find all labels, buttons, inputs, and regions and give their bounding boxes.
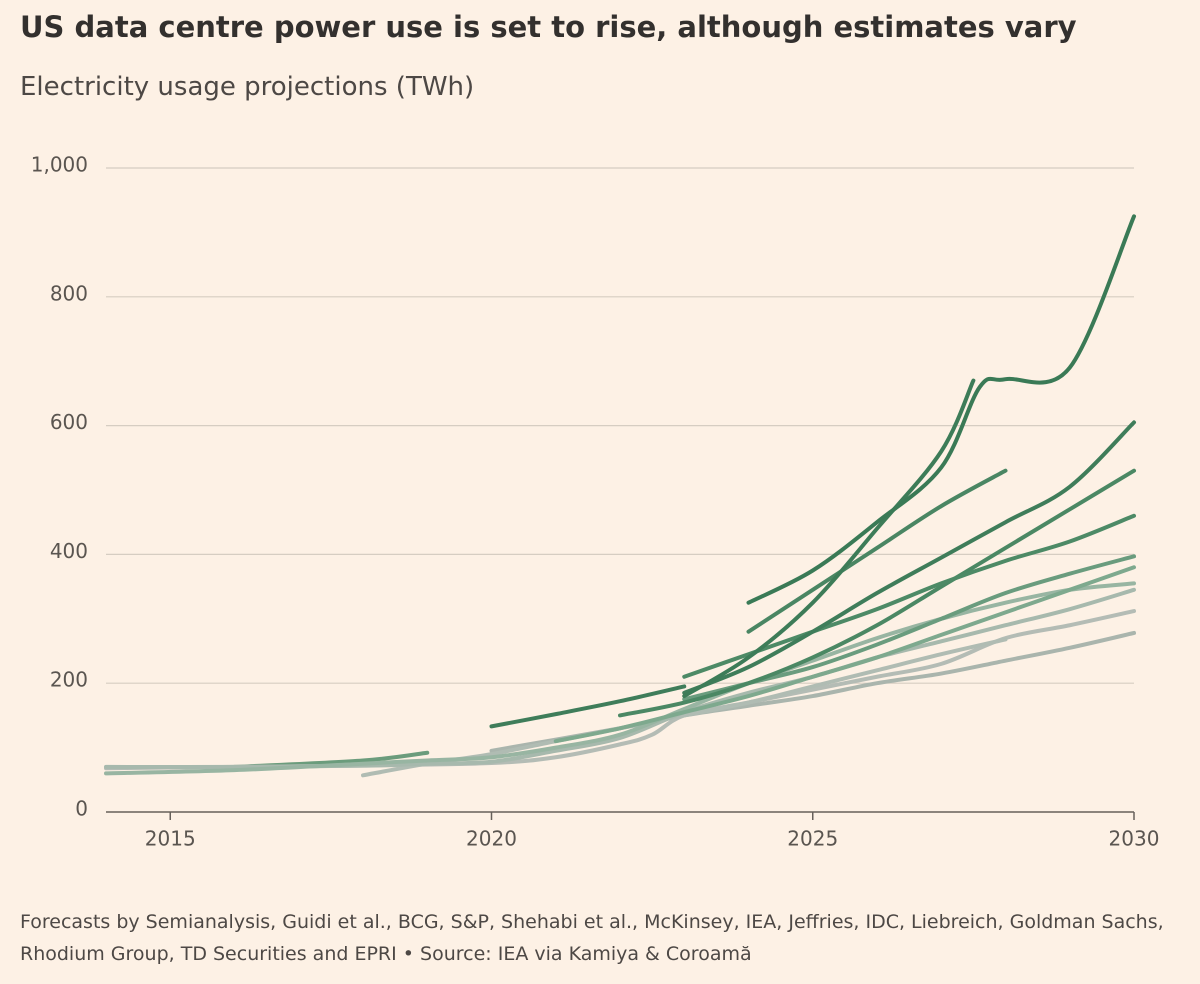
series-line — [104, 609, 1136, 771]
y-tick-label: 400 — [50, 539, 88, 563]
series-line — [746, 468, 1008, 634]
footnote: Forecasts by Semianalysis, Guidi et al.,… — [20, 911, 1164, 965]
chart-subtitle: Electricity usage projections (TWh) — [20, 72, 475, 102]
series-line — [682, 420, 1136, 695]
series-line — [489, 684, 687, 729]
series-line — [682, 378, 976, 699]
y-tick-label: 1,000 — [31, 153, 88, 177]
series-line — [553, 565, 1136, 744]
x-tick-label: 2015 — [145, 827, 196, 851]
series-line — [104, 587, 1136, 770]
y-tick-label: 600 — [50, 410, 88, 434]
x-tick-label: 2025 — [787, 827, 838, 851]
series-line — [746, 214, 1136, 605]
x-tick-label: 2020 — [466, 827, 517, 851]
series-line — [618, 468, 1136, 718]
y-tick-label: 800 — [50, 281, 88, 305]
x-tick-label: 2030 — [1109, 827, 1160, 851]
chart-title: US data centre power use is set to rise,… — [20, 10, 1077, 44]
y-tick-label: 0 — [75, 797, 88, 821]
y-tick-label: 200 — [50, 668, 88, 692]
